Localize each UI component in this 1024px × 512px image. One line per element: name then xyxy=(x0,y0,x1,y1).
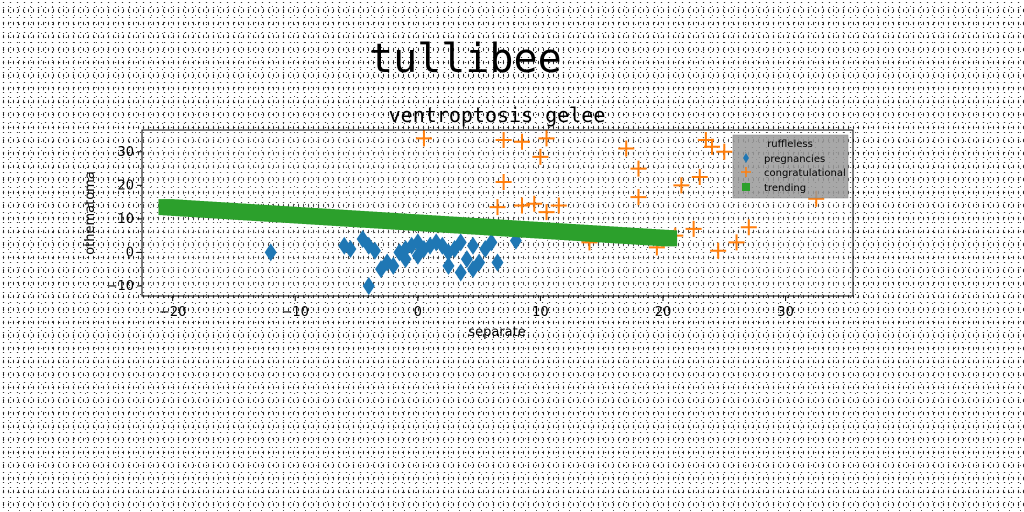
x-tick-label: 30 xyxy=(777,305,794,320)
congratulational-marker xyxy=(550,197,567,214)
pregnancies-marker xyxy=(442,256,455,275)
congratulational-marker xyxy=(489,199,506,216)
y-axis-label: othematoma xyxy=(83,171,98,255)
congratulational-marker xyxy=(514,197,531,214)
congratulational-marker xyxy=(673,177,690,194)
legend-title: ruffleless xyxy=(767,139,813,150)
congratulational-marker xyxy=(691,168,708,185)
y-tick-label: 20 xyxy=(117,178,134,193)
pregnancies-marker xyxy=(454,233,467,252)
x-tick-label: −10 xyxy=(282,305,309,320)
pregnancies-marker xyxy=(485,233,498,252)
congratulational-marker xyxy=(538,130,555,147)
x-tick-label: 10 xyxy=(532,305,549,320)
legend-label-congratulational: congratulational xyxy=(764,168,846,179)
x-tick-label: 0 xyxy=(414,305,422,320)
pregnancies-marker xyxy=(344,240,357,259)
congratulational-marker xyxy=(710,242,727,259)
congratulational-marker xyxy=(630,160,647,177)
pregnancies-marker xyxy=(466,236,479,255)
x-tick-label: −20 xyxy=(159,305,186,320)
chart-title: ventroptosis gelee xyxy=(389,103,606,127)
legend-label-pregnancies: pregnancies xyxy=(764,154,825,165)
congratulational-marker xyxy=(740,219,757,236)
congratulational-marker xyxy=(415,130,432,147)
congratulational-marker xyxy=(630,189,647,206)
congratulational-marker xyxy=(704,138,721,155)
pregnancies-marker xyxy=(368,241,381,260)
legend-box xyxy=(732,134,849,199)
congratulational-marker xyxy=(685,220,702,237)
y-tick-label: 10 xyxy=(117,212,134,227)
legend-marker-square xyxy=(742,183,750,191)
congratulational-marker xyxy=(716,143,733,160)
trending-marker xyxy=(661,230,678,247)
pregnancies-marker xyxy=(264,243,277,262)
legend-label-trending: trending xyxy=(764,183,806,194)
congratulational-marker xyxy=(514,133,531,150)
x-axis-label: separate xyxy=(468,325,525,340)
congratulational-marker xyxy=(728,234,745,251)
x-tick-label: 20 xyxy=(655,305,672,320)
congratulational-marker xyxy=(532,148,549,165)
pregnancies-marker xyxy=(362,276,375,295)
legend: ruffleless pregnancies congratulational … xyxy=(732,134,849,199)
x-ticks: −20 −10 0 10 20 30 xyxy=(159,296,794,320)
pregnancies-marker xyxy=(387,256,400,275)
pregnancies-marker xyxy=(473,253,486,272)
data-marks xyxy=(158,130,825,295)
pregnancies-marker xyxy=(491,253,504,272)
congratulational-marker xyxy=(618,140,635,157)
congratulational-marker xyxy=(526,195,543,212)
congratulational-marker xyxy=(538,204,555,221)
page-title: tullibee xyxy=(369,36,562,82)
pregnancies-marker xyxy=(454,263,467,282)
pregnancies-marker xyxy=(460,250,473,269)
y-tick-label: −10 xyxy=(107,279,134,294)
y-tick-label: 30 xyxy=(117,145,134,160)
legend-marker-plus xyxy=(741,167,751,177)
congratulational-marker xyxy=(495,132,512,149)
pregnancies-marker xyxy=(399,250,412,269)
y-tick-label: 0 xyxy=(126,245,134,260)
legend-marker-diamond xyxy=(743,153,749,163)
congratulational-marker xyxy=(495,173,512,190)
y-ticks: −10 0 10 20 30 xyxy=(107,145,142,294)
